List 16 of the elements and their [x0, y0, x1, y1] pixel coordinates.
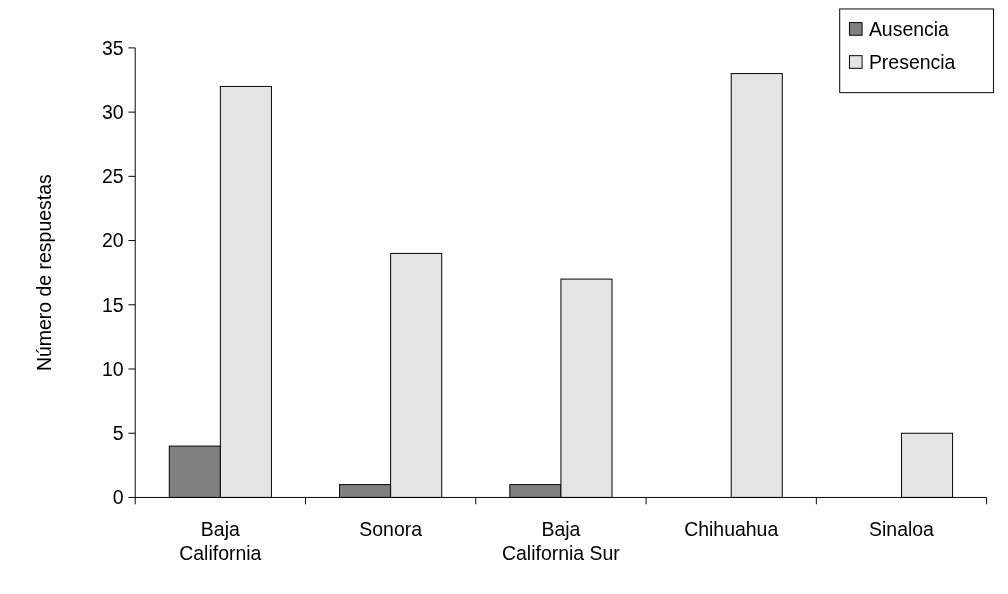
y-tick-label: 15: [101, 293, 124, 316]
x-tick-label: Baja California Sur: [501, 518, 621, 564]
y-tick-label: 35: [101, 36, 124, 59]
x-tick-label: Baja California: [179, 518, 262, 564]
y-tick-label: 10: [101, 357, 124, 380]
x-tick-label: Sonora: [359, 518, 423, 541]
y-tick-label: 0: [112, 486, 124, 509]
y-axis-title: Número de respuestas: [32, 174, 55, 372]
x-tick-label: Chihuahua: [684, 518, 779, 541]
y-tick-label: 20: [101, 229, 124, 252]
y-tick-label: 25: [101, 165, 124, 188]
legend-label: Presencia: [868, 51, 956, 74]
x-tick-label: Sinaloa: [869, 518, 935, 541]
y-tick-label: 5: [112, 422, 124, 445]
y-tick-label: 30: [101, 100, 124, 123]
legend-label: Ausencia: [868, 18, 950, 41]
